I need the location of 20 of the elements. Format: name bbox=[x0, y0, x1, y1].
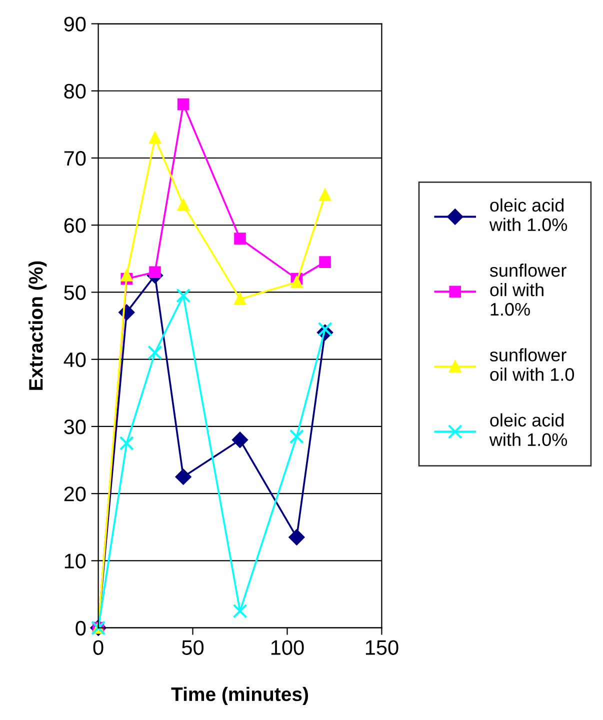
y-tick-label: 0 bbox=[76, 620, 86, 636]
y-tick-label: 90 bbox=[64, 16, 86, 32]
y-tick-label: 30 bbox=[64, 419, 86, 434]
x-tick-label: 150 bbox=[366, 640, 398, 655]
y-tick-label: 50 bbox=[64, 285, 86, 300]
y-tick-label: 10 bbox=[64, 554, 86, 568]
legend-label: sunflower oil with 1.0 bbox=[490, 348, 574, 381]
x-axis-title: Time (minutes) bbox=[171, 686, 308, 705]
y-tick-label: 60 bbox=[64, 218, 86, 233]
y-tick-label: 20 bbox=[64, 486, 86, 502]
legend-label: sunflower oil with 1.0% bbox=[490, 264, 566, 316]
x-tick-label: 0 bbox=[93, 640, 104, 655]
y-axis-title: Extraction (%) bbox=[28, 261, 47, 390]
legend-label: oleic acid with 1.0% bbox=[489, 413, 568, 446]
legend-label: oleic acid with 1.0% bbox=[489, 198, 568, 232]
y-tick-label: 40 bbox=[64, 352, 86, 368]
x-tick-label: 100 bbox=[271, 640, 304, 655]
y-tick-label: 80 bbox=[64, 84, 86, 99]
x-tick-label: 50 bbox=[182, 640, 204, 655]
y-tick-label: 70 bbox=[64, 151, 86, 166]
